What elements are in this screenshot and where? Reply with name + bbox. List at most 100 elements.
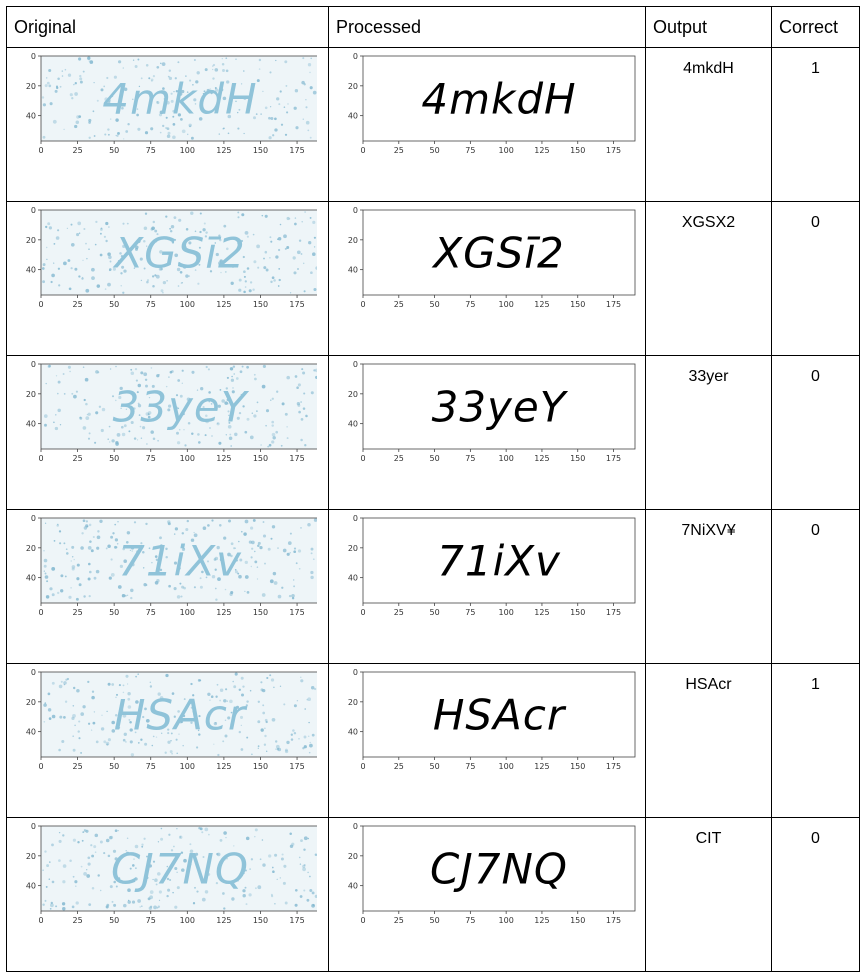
table-row: 71iXv 0 25 50 75 100 125 150 175 0 20 40 71iXv 0 25 50 7… bbox=[6, 509, 860, 664]
x-tick-label: 25 bbox=[394, 762, 404, 771]
x-tick-label: 50 bbox=[109, 146, 119, 155]
x-tick-label: 100 bbox=[180, 762, 195, 771]
processed-cell: 4mkdH 0 25 50 75 100 125 150 175 0 20 40 bbox=[328, 47, 646, 202]
x-tick-label: 0 bbox=[38, 762, 43, 771]
y-tick-label: 0 bbox=[31, 360, 36, 369]
x-tick-label: 75 bbox=[146, 300, 156, 309]
x-tick-label: 100 bbox=[180, 454, 195, 463]
x-tick-label: 150 bbox=[570, 762, 585, 771]
x-tick-label: 50 bbox=[429, 454, 439, 463]
y-tick-label: 20 bbox=[348, 698, 358, 707]
y-tick-label: 40 bbox=[348, 882, 358, 891]
x-tick-label: 125 bbox=[534, 300, 549, 309]
x-tick-label: 25 bbox=[72, 762, 82, 771]
x-tick-label: 125 bbox=[216, 762, 231, 771]
noise-dots bbox=[42, 826, 317, 911]
processed-cell: XGSī2 0 25 50 75 100 125 150 175 0 20 40 bbox=[328, 201, 646, 356]
correct-cell: 0 bbox=[771, 201, 860, 356]
x-tick-label: 100 bbox=[499, 608, 514, 617]
x-tick-label: 50 bbox=[429, 146, 439, 155]
x-tick-label: 75 bbox=[465, 762, 475, 771]
header-original: Original bbox=[6, 6, 329, 48]
x-tick-label: 0 bbox=[360, 762, 365, 771]
original-cell: 4mkdH 0 25 50 75 100 125 150 175 0 20 40 bbox=[6, 47, 329, 202]
x-tick-label: 175 bbox=[289, 146, 304, 155]
original-cell: 71iXv 0 25 50 75 100 125 150 175 0 20 40 bbox=[6, 509, 329, 664]
y-tick-label: 40 bbox=[348, 420, 358, 429]
y-tick-label: 40 bbox=[26, 882, 36, 891]
y-tick-label: 40 bbox=[26, 420, 36, 429]
y-tick-label: 40 bbox=[348, 266, 358, 275]
x-tick-label: 0 bbox=[38, 146, 43, 155]
y-tick-label: 20 bbox=[348, 390, 358, 399]
x-tick-label: 0 bbox=[38, 608, 43, 617]
x-tick-label: 75 bbox=[465, 608, 475, 617]
x-tick-label: 0 bbox=[360, 300, 365, 309]
processed-captcha-plot: HSAcr 0 25 50 75 100 125 150 175 0 20 40 bbox=[348, 668, 636, 771]
x-tick-label: 150 bbox=[253, 916, 268, 925]
x-tick-label: 100 bbox=[499, 454, 514, 463]
processed-cell: HSAcr 0 25 50 75 100 125 150 175 0 20 40 bbox=[328, 663, 646, 818]
y-tick-label: 40 bbox=[26, 574, 36, 583]
y-tick-label: 20 bbox=[26, 698, 36, 707]
x-tick-label: 25 bbox=[72, 608, 82, 617]
x-tick-label: 25 bbox=[72, 916, 82, 925]
output-cell: HSAcr bbox=[645, 663, 772, 818]
y-tick-label: 20 bbox=[26, 236, 36, 245]
x-tick-label: 0 bbox=[360, 916, 365, 925]
table-row: 4mkdH 0 25 50 75 100 125 150 175 0 20 40 4mkdH 0 25 50 7… bbox=[6, 47, 860, 202]
x-tick-label: 100 bbox=[499, 762, 514, 771]
x-tick-label: 150 bbox=[570, 608, 585, 617]
x-tick-label: 0 bbox=[38, 300, 43, 309]
y-tick-label: 40 bbox=[26, 112, 36, 121]
x-tick-label: 175 bbox=[606, 146, 621, 155]
captcha-text-original: HSAcr bbox=[114, 691, 248, 740]
original-cell: 33yeY 0 25 50 75 100 125 150 175 0 20 40 bbox=[6, 355, 329, 510]
x-tick-label: 25 bbox=[394, 454, 404, 463]
x-tick-label: 100 bbox=[180, 916, 195, 925]
x-tick-label: 0 bbox=[360, 454, 365, 463]
captcha-text-processed: CJ7NQ bbox=[430, 845, 568, 894]
x-tick-label: 25 bbox=[72, 454, 82, 463]
header-correct: Correct bbox=[771, 6, 860, 48]
x-tick-label: 150 bbox=[253, 146, 268, 155]
y-tick-label: 0 bbox=[353, 52, 358, 61]
output-cell: XGSX2 bbox=[645, 201, 772, 356]
processed-captcha-plot: XGSī2 0 25 50 75 100 125 150 175 0 20 40 bbox=[348, 206, 636, 309]
original-captcha-plot: 33yeY 0 25 50 75 100 125 150 175 0 20 40 bbox=[26, 360, 317, 463]
correct-cell: 0 bbox=[771, 817, 860, 972]
y-tick-label: 20 bbox=[26, 852, 36, 861]
x-tick-label: 75 bbox=[465, 146, 475, 155]
x-tick-label: 125 bbox=[534, 454, 549, 463]
header-output: Output bbox=[645, 6, 772, 48]
captcha-text-original: 4mkdH bbox=[102, 75, 257, 124]
y-tick-label: 0 bbox=[31, 206, 36, 215]
x-tick-label: 75 bbox=[465, 454, 475, 463]
original-captcha-plot: 4mkdH 0 25 50 75 100 125 150 175 0 20 40 bbox=[26, 52, 317, 155]
x-tick-label: 50 bbox=[429, 916, 439, 925]
y-tick-label: 20 bbox=[26, 544, 36, 553]
processed-cell: 71iXv 0 25 50 75 100 125 150 175 0 20 40 bbox=[328, 509, 646, 664]
x-tick-label: 25 bbox=[394, 916, 404, 925]
x-tick-label: 50 bbox=[109, 454, 119, 463]
x-tick-label: 25 bbox=[394, 608, 404, 617]
noise-dots bbox=[43, 364, 317, 448]
x-tick-label: 150 bbox=[570, 146, 585, 155]
x-tick-label: 0 bbox=[360, 146, 365, 155]
x-tick-label: 150 bbox=[253, 608, 268, 617]
x-tick-label: 0 bbox=[38, 916, 43, 925]
original-captcha-plot: 71iXv 0 25 50 75 100 125 150 175 0 20 40 bbox=[26, 514, 317, 617]
processed-captcha-plot: 33yeY 0 25 50 75 100 125 150 175 0 20 40 bbox=[348, 360, 636, 463]
processed-cell: CJ7NQ 0 25 50 75 100 125 150 175 0 20 40 bbox=[328, 817, 646, 972]
captcha-text-original: 33yeY bbox=[113, 383, 250, 432]
original-captcha-plot: XGSī2 0 25 50 75 100 125 150 175 0 20 40 bbox=[26, 206, 317, 309]
x-tick-label: 100 bbox=[499, 146, 514, 155]
y-tick-label: 0 bbox=[353, 668, 358, 677]
header-row: Original Processed Output Correct bbox=[6, 6, 860, 48]
plot-area bbox=[362, 825, 636, 912]
y-tick-label: 20 bbox=[348, 82, 358, 91]
x-tick-label: 100 bbox=[180, 146, 195, 155]
plot-area bbox=[362, 671, 636, 758]
table-row: XGSī2 0 25 50 75 100 125 150 175 0 20 40 XGSī2 0 25 50 7… bbox=[6, 201, 860, 356]
output-cell: CIT bbox=[645, 817, 772, 972]
